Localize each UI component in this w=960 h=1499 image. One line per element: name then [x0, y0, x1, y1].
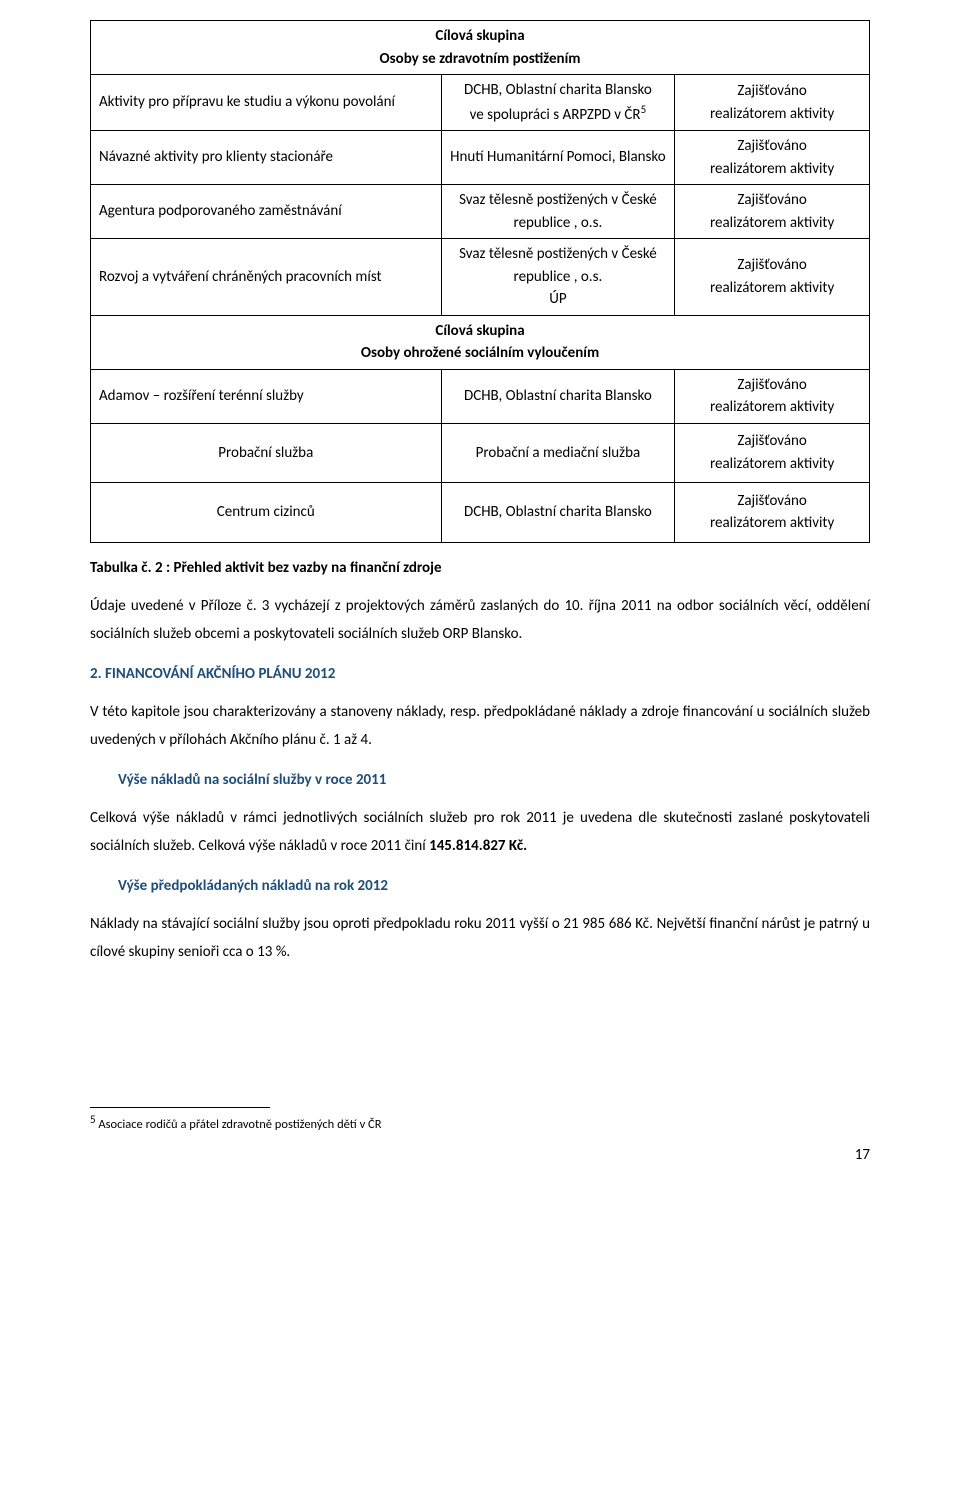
- paragraph-2: V této kapitole jsou charakterizovány a …: [90, 699, 870, 755]
- table-row: Aktivity pro přípravu ke studiu a výkonu…: [91, 75, 870, 131]
- paragraph-3: Celková výše nákladů v rámci jednotlivýc…: [90, 805, 870, 861]
- footnote-text: Asociace rodičů a přátel zdravotně posti…: [96, 1117, 382, 1132]
- row6-col2: Probační a mediační služba: [441, 423, 675, 483]
- row6-col3a: Zajišťováno: [737, 432, 806, 450]
- row1-col3a: Zajišťováno: [737, 82, 806, 100]
- row1-col1: Aktivity pro přípravu ke studiu a výkonu…: [91, 75, 442, 131]
- table-row: Centrum cizinců DCHB, Oblastní charita B…: [91, 483, 870, 543]
- row6-col1: Probační služba: [91, 423, 442, 483]
- row1-col3b: realizátorem aktivity: [710, 105, 834, 123]
- paragraph-3b: 145.814.827 Kč.: [429, 837, 527, 855]
- footnote-rule: [90, 1107, 270, 1108]
- table-row: Adamov – rozšíření terénní služby DCHB, …: [91, 369, 870, 423]
- row6-col3b: realizátorem aktivity: [710, 455, 834, 473]
- row4-col1: Rozvoj a vytváření chráněných pracovních…: [91, 239, 442, 316]
- group2-title2: Osoby ohrožené sociálním vyloučením: [361, 344, 599, 362]
- row2-col3a: Zajišťováno: [737, 137, 806, 155]
- paragraph-1: Údaje uvedené v Příloze č. 3 vycházejí z…: [90, 593, 870, 649]
- row3-col1: Agentura podporovaného zaměstnávání: [91, 185, 442, 239]
- row5-col1: Adamov – rozšíření terénní služby: [91, 369, 442, 423]
- subheading-2: Výše předpokládaných nákladů na rok 2012: [118, 875, 870, 898]
- row7-col3b: realizátorem aktivity: [710, 514, 834, 532]
- subheading-1: Výše nákladů na sociální služby v roce 2…: [118, 769, 870, 792]
- row1-col2b: ve spolupráci s ARPZPD v ČR: [470, 106, 641, 124]
- row1-col3: Zajišťováno realizátorem aktivity: [675, 75, 870, 131]
- table-row: Rozvoj a vytváření chráněných pracovních…: [91, 239, 870, 316]
- row2-col1: Návazné aktivity pro klienty stacionáře: [91, 131, 442, 185]
- table-caption: Tabulka č. 2 : Přehled aktivit bez vazby…: [90, 557, 870, 580]
- group1-title1: Cílová skupina: [435, 27, 524, 45]
- row3-col3a: Zajišťováno: [737, 191, 806, 209]
- group2-header: Cílová skupina Osoby ohrožené sociálním …: [91, 315, 870, 369]
- row7-col2: DCHB, Oblastní charita Blansko: [441, 483, 675, 543]
- row7-col1: Centrum cizinců: [91, 483, 442, 543]
- row2-col3: Zajišťováno realizátorem aktivity: [675, 131, 870, 185]
- row4-col3: Zajišťováno realizátorem aktivity: [675, 239, 870, 316]
- row4-col2b: ÚP: [549, 290, 566, 308]
- group1-header: Cílová skupina Osoby se zdravotním posti…: [91, 21, 870, 75]
- paragraph-4: Náklady na stávající sociální služby jso…: [90, 911, 870, 967]
- row4-col2a: Svaz tělesně postižených v České republi…: [459, 245, 657, 286]
- activities-table: Cílová skupina Osoby se zdravotním posti…: [90, 20, 870, 543]
- row4-col3b: realizátorem aktivity: [710, 279, 834, 297]
- row2-col3b: realizátorem aktivity: [710, 160, 834, 178]
- row6-col3: Zajišťováno realizátorem aktivity: [675, 423, 870, 483]
- row5-col3b: realizátorem aktivity: [710, 398, 834, 416]
- row1-col2: DCHB, Oblastní charita Blansko ve spolup…: [441, 75, 675, 131]
- row4-col3a: Zajišťováno: [737, 256, 806, 274]
- table-row: Návazné aktivity pro klienty stacionáře …: [91, 131, 870, 185]
- section-2-heading: 2. FINANCOVÁNÍ AKČNÍHO PLÁNU 2012: [90, 663, 870, 686]
- row2-col2: Hnutí Humanitární Pomoci, Blansko: [441, 131, 675, 185]
- page-number: 17: [90, 1144, 870, 1167]
- row1-col2a: DCHB, Oblastní charita Blansko: [464, 81, 652, 99]
- row7-col3a: Zajišťováno: [737, 492, 806, 510]
- row3-col2: Svaz tělesně postižených v České republi…: [441, 185, 675, 239]
- table-row: Probační služba Probační a mediační služ…: [91, 423, 870, 483]
- group2-title1: Cílová skupina: [435, 322, 524, 340]
- row5-col2: DCHB, Oblastní charita Blansko: [441, 369, 675, 423]
- row3-col3: Zajišťováno realizátorem aktivity: [675, 185, 870, 239]
- row5-col3a: Zajišťováno: [737, 376, 806, 394]
- row1-sup: 5: [641, 103, 647, 116]
- group1-title2: Osoby se zdravotním postižením: [380, 50, 581, 68]
- row3-col3b: realizátorem aktivity: [710, 214, 834, 232]
- row7-col3: Zajišťováno realizátorem aktivity: [675, 483, 870, 543]
- row5-col3: Zajišťováno realizátorem aktivity: [675, 369, 870, 423]
- row4-col2: Svaz tělesně postižených v České republi…: [441, 239, 675, 316]
- table-row: Agentura podporovaného zaměstnávání Svaz…: [91, 185, 870, 239]
- footnote: 5 Asociace rodičů a přátel zdravotně pos…: [90, 1112, 870, 1135]
